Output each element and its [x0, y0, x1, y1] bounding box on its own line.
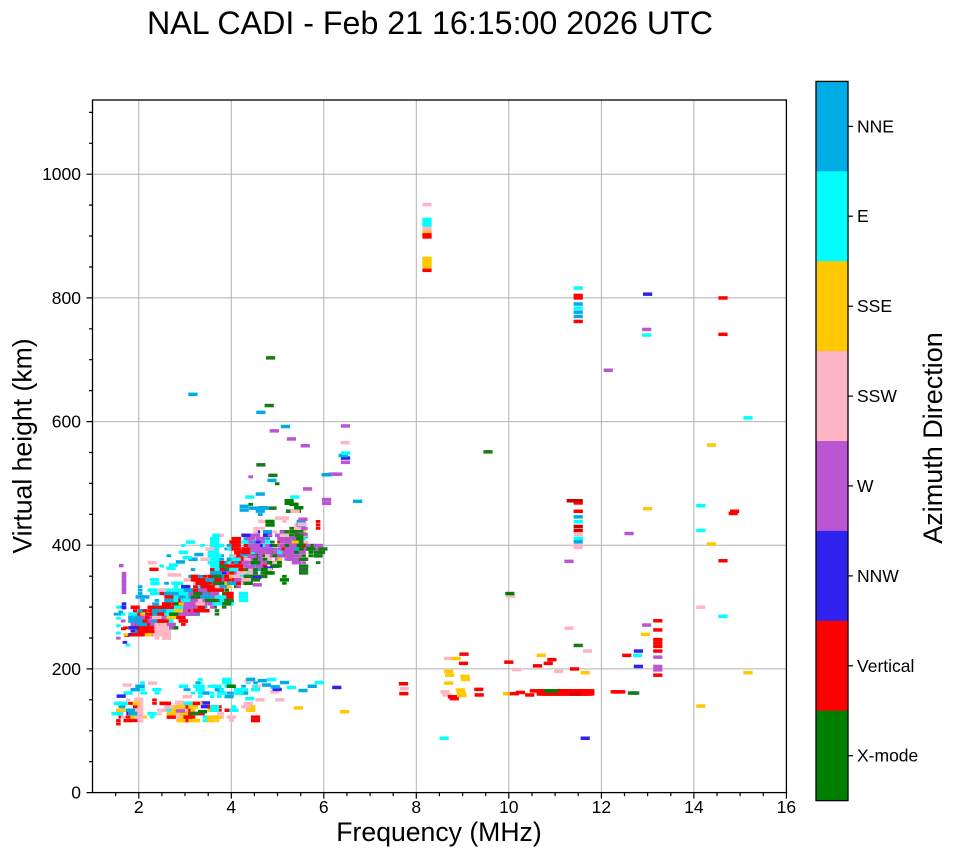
svg-text:4: 4 [226, 797, 236, 817]
svg-text:SSW: SSW [857, 386, 897, 406]
svg-text:10: 10 [499, 797, 519, 817]
svg-text:600: 600 [52, 412, 81, 432]
svg-text:800: 800 [52, 288, 81, 308]
svg-text:1000: 1000 [42, 164, 81, 184]
svg-text:16: 16 [777, 797, 796, 817]
svg-text:14: 14 [684, 797, 704, 817]
svg-text:6: 6 [319, 797, 329, 817]
svg-text:E: E [857, 206, 869, 226]
svg-text:Virtual height (km): Virtual height (km) [8, 338, 38, 553]
svg-text:NAL CADI - Feb 21 16:15:00 202: NAL CADI - Feb 21 16:15:00 2026 UTC [147, 5, 713, 41]
svg-text:X-mode: X-mode [857, 746, 918, 766]
svg-text:400: 400 [52, 535, 81, 555]
svg-text:200: 200 [52, 659, 81, 679]
svg-text:0: 0 [71, 783, 81, 803]
svg-text:Frequency (MHz): Frequency (MHz) [336, 817, 541, 847]
svg-text:8: 8 [411, 797, 421, 817]
svg-text:W: W [857, 476, 874, 496]
svg-text:2: 2 [134, 797, 144, 817]
svg-text:SSE: SSE [857, 296, 892, 316]
svg-text:Vertical: Vertical [857, 656, 914, 676]
svg-text:12: 12 [592, 797, 611, 817]
svg-text:NNW: NNW [857, 566, 899, 586]
svg-text:Azimuth Direction: Azimuth Direction [918, 332, 948, 544]
svg-text:NNE: NNE [857, 116, 894, 136]
